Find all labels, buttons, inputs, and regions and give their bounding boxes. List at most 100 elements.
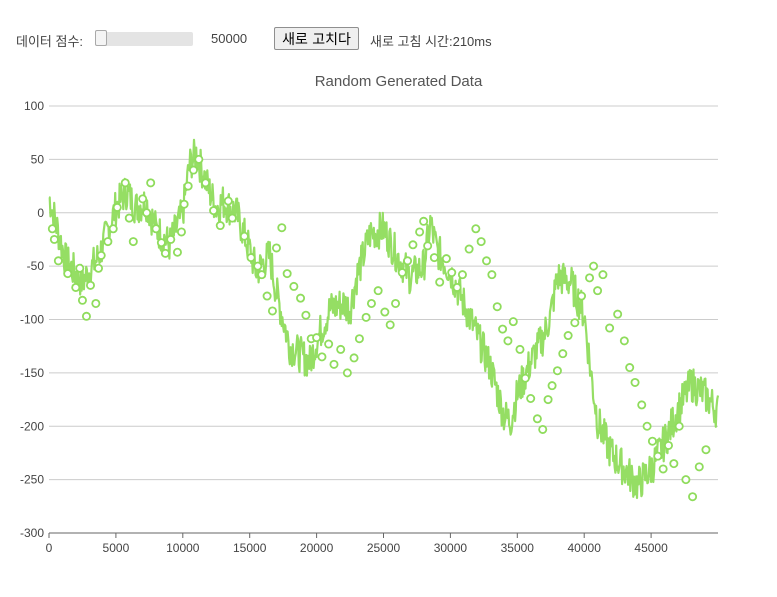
data-point-marker xyxy=(415,227,425,237)
data-point-marker xyxy=(176,227,186,237)
data-point-marker xyxy=(124,213,134,223)
refresh-time: 새로 고침 시간:210ms xyxy=(370,34,492,49)
data-point-marker xyxy=(589,261,599,271)
y-tick-label: 50 xyxy=(31,152,45,166)
data-point-marker xyxy=(688,492,698,502)
data-point-marker xyxy=(391,298,401,308)
data-point-marker xyxy=(429,253,439,263)
data-point-marker xyxy=(262,291,272,301)
data-point-marker xyxy=(487,270,497,280)
data-point-marker xyxy=(296,293,306,303)
x-tick-label: 35000 xyxy=(501,541,535,555)
data-point-marker xyxy=(201,178,211,188)
y-tick-label: 0 xyxy=(37,206,44,220)
data-point-marker xyxy=(441,254,451,264)
data-point-marker xyxy=(663,440,673,450)
y-tick-label: -200 xyxy=(20,419,44,433)
x-tick-label: 20000 xyxy=(300,541,334,555)
data-point-marker xyxy=(642,421,652,431)
data-point-marker xyxy=(457,270,467,280)
data-point-marker xyxy=(128,237,138,247)
data-point-marker xyxy=(625,363,635,373)
data-point-marker xyxy=(403,256,413,266)
data-point-marker xyxy=(538,424,548,434)
y-tick-label: -50 xyxy=(27,259,45,273)
data-point-marker xyxy=(63,269,73,279)
data-point-marker xyxy=(342,368,352,378)
data-point-marker xyxy=(532,414,542,424)
data-point-marker xyxy=(647,436,657,446)
data-point-marker xyxy=(312,333,322,343)
data-point-marker xyxy=(452,282,462,292)
data-point-marker xyxy=(49,234,59,244)
y-tick-label: 100 xyxy=(24,99,44,113)
data-point-marker xyxy=(223,196,233,206)
line-chart: Random Generated Data 100 50 0 -50 -100 -150 -2… xyxy=(20,73,720,555)
data-point-marker xyxy=(75,263,85,273)
x-tick-label: 30000 xyxy=(434,541,468,555)
data-point-marker xyxy=(669,459,679,469)
data-point-marker xyxy=(53,256,63,266)
data-point-marker xyxy=(598,270,608,280)
data-point-marker xyxy=(194,154,204,164)
data-point-marker xyxy=(435,277,445,287)
data-point-marker xyxy=(482,256,492,266)
points-slider[interactable] xyxy=(95,30,193,46)
data-point-marker xyxy=(674,421,684,431)
data-point-marker xyxy=(267,306,277,316)
series-line-0 xyxy=(48,138,720,500)
x-tick-label: 45000 xyxy=(634,541,668,555)
data-point-marker xyxy=(189,165,199,175)
data-point-marker xyxy=(282,269,292,279)
data-point-marker xyxy=(503,336,513,346)
data-point-marker xyxy=(77,295,87,305)
data-point-marker xyxy=(498,324,508,334)
points-slider-thumb[interactable] xyxy=(95,30,107,46)
data-point-marker xyxy=(324,339,334,349)
data-point-marker xyxy=(593,286,603,296)
y-tick-label: -250 xyxy=(20,473,44,487)
y-tick-label: -150 xyxy=(20,366,44,380)
chart-title: Random Generated Data xyxy=(315,73,483,90)
data-point-marker xyxy=(349,353,359,363)
data-point-marker xyxy=(397,268,407,278)
data-point-marker xyxy=(160,248,170,258)
data-point-marker xyxy=(246,253,256,263)
data-point-marker xyxy=(419,216,429,226)
data-point-marker xyxy=(47,224,57,234)
data-point-marker xyxy=(520,373,530,383)
points-label: 데이터 점수: xyxy=(16,34,84,49)
data-point-marker xyxy=(508,317,518,327)
data-point-marker xyxy=(585,273,595,283)
data-point-marker xyxy=(385,320,395,330)
data-point-marker xyxy=(701,445,711,455)
refresh-button[interactable]: 새로 고치다 xyxy=(274,27,359,50)
data-point-marker xyxy=(515,344,525,354)
data-point-marker xyxy=(336,344,346,354)
data-point-marker xyxy=(142,208,152,218)
data-point-marker xyxy=(81,311,91,321)
data-point-marker xyxy=(476,237,486,247)
x-tick-label: 5000 xyxy=(103,541,130,555)
data-point-marker xyxy=(120,178,130,188)
data-point-marker xyxy=(373,286,383,296)
data-point-marker xyxy=(151,224,161,234)
data-point-marker xyxy=(96,250,106,260)
data-point-marker xyxy=(215,221,225,231)
data-point-marker xyxy=(156,238,166,248)
data-point-marker xyxy=(526,393,536,403)
data-point-marker xyxy=(257,270,267,280)
data-point-marker xyxy=(227,213,237,223)
data-point-marker xyxy=(577,291,587,301)
data-point-marker xyxy=(103,237,113,247)
x-tick-label: 10000 xyxy=(166,541,200,555)
data-point-marker xyxy=(277,223,287,233)
data-point-marker xyxy=(681,475,691,485)
data-point-marker xyxy=(271,243,281,253)
data-point-marker xyxy=(71,282,81,292)
data-point-marker xyxy=(183,181,193,191)
data-point-marker xyxy=(694,462,704,472)
data-point-marker xyxy=(172,247,182,257)
data-point-marker xyxy=(209,206,219,216)
data-point-marker xyxy=(653,451,663,461)
